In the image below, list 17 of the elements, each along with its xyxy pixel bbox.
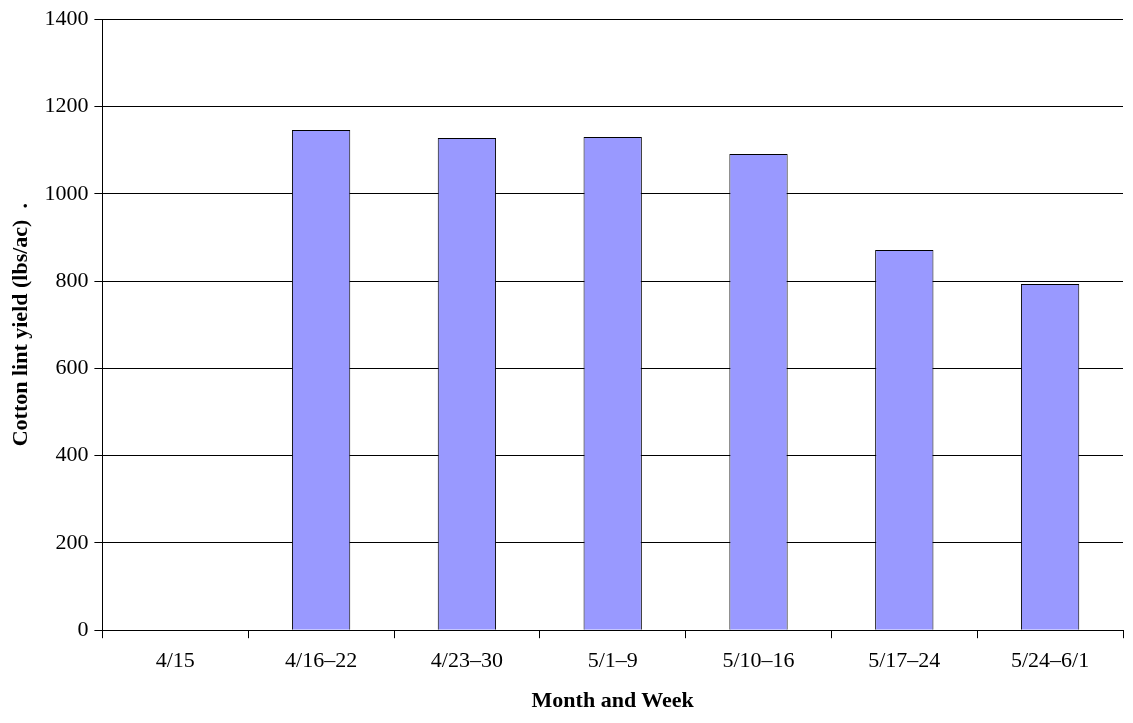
y-tick-label: 1200 — [44, 92, 89, 118]
y-tick-label: 200 — [55, 528, 89, 554]
y-tick-label: 1400 — [44, 4, 89, 30]
x-tick-label: 5/10–16 — [722, 647, 795, 673]
y-axis-title: Cotton lint yield (lbs/ac) . — [6, 203, 32, 447]
x-tick-label: 4/23–30 — [430, 647, 503, 673]
x-axis-title: Month and Week — [531, 687, 695, 713]
x-tick-label: 5/1–9 — [587, 647, 638, 673]
x-tick-label: 4/16–22 — [285, 647, 358, 673]
y-tick-label: 1000 — [44, 179, 89, 205]
y-tick-label: 800 — [55, 266, 89, 292]
y-tick-label: 0 — [77, 615, 89, 641]
x-tick-label: 5/24–6/1 — [1010, 647, 1090, 673]
y-tick-label: 600 — [55, 354, 89, 380]
x-tick-label: 5/17–24 — [868, 647, 941, 673]
x-tick-label: 4/15 — [155, 647, 195, 673]
y-tick-label: 400 — [55, 441, 89, 467]
